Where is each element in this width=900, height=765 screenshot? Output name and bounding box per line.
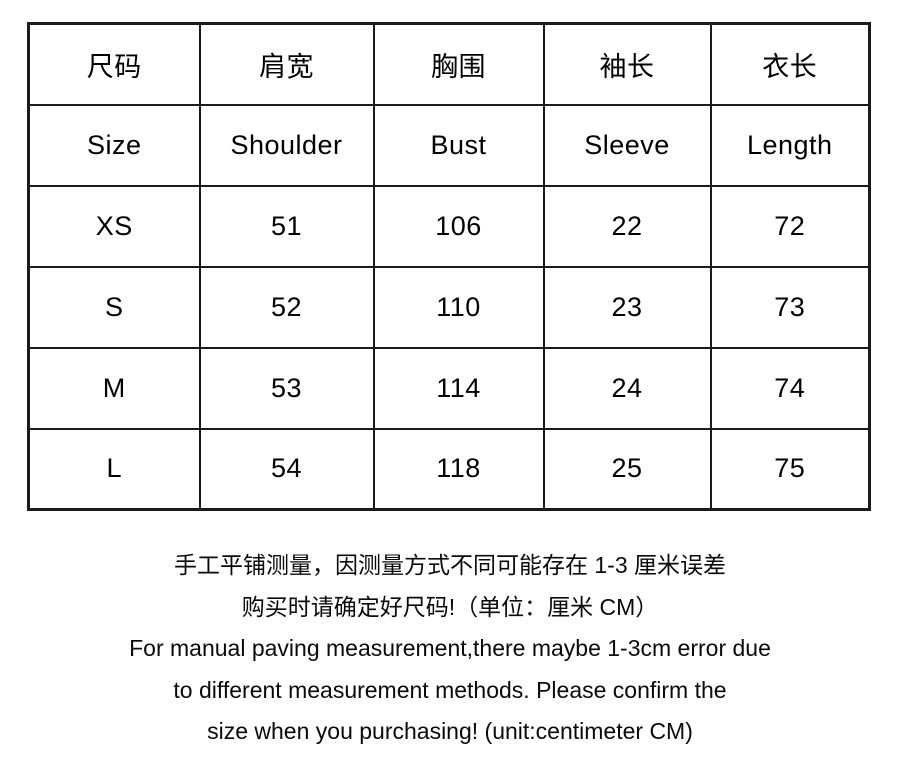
header-shoulder-zh: 肩宽 [198,22,375,106]
header-bust-zh: 胸围 [372,22,545,106]
disclaimer-line-zh-1: 手工平铺测量，因测量方式不同可能存在 1-3 厘米误差 [173,552,727,578]
size-chart-table: 尺码 肩宽 胸围 袖长 衣长 Size Shoulder Bust Sleeve… [27,22,871,511]
cell-size: L [27,427,201,511]
cell-shoulder: 54 [198,427,375,511]
cell-length: 75 [709,427,871,511]
header-length-en: Length [709,103,871,187]
header-shoulder-en: Shoulder [198,103,375,187]
disclaimer-line-zh-2: 购买时请确定好尺码!（单位：厘米 CM） [241,593,659,620]
header-length-zh: 衣长 [709,22,871,106]
header-size-zh: 尺码 [27,22,201,106]
cell-length: 73 [709,265,871,349]
header-size-en: Size [27,103,201,187]
measurement-disclaimer: 手工平铺测量，因测量方式不同可能存在 1-3 厘米误差 购买时请确定好尺码!（单… [0,545,900,753]
disclaimer-line-en-2: to different measurement methods. Please… [173,676,727,703]
cell-bust: 110 [372,265,545,349]
table-row-s: S 52 110 23 73 [27,265,871,349]
table-row-xs: XS 51 106 22 72 [27,184,871,268]
disclaimer-line-en-1: For manual paving measurement,there mayb… [129,635,771,661]
table-row-m: M 53 114 24 74 [27,346,871,430]
cell-size: S [27,265,201,349]
cell-sleeve: 24 [542,346,712,430]
disclaimer-line-en-3: size when you purchasing! (unit:centimet… [207,718,693,744]
header-row-chinese: 尺码 肩宽 胸围 袖长 衣长 [27,22,871,106]
cell-sleeve: 22 [542,184,712,268]
cell-size: XS [27,184,201,268]
cell-size: M [27,346,201,430]
cell-bust: 118 [372,427,545,511]
cell-length: 72 [709,184,871,268]
cell-shoulder: 51 [198,184,375,268]
cell-sleeve: 23 [542,265,712,349]
header-row-english: Size Shoulder Bust Sleeve Length [27,103,871,187]
table-row-l: L 54 118 25 75 [27,427,871,511]
header-sleeve-en: Sleeve [542,103,712,187]
cell-length: 74 [709,346,871,430]
cell-shoulder: 52 [198,265,375,349]
cell-bust: 106 [372,184,545,268]
cell-shoulder: 53 [198,346,375,430]
cell-sleeve: 25 [542,427,712,511]
header-sleeve-zh: 袖长 [542,22,712,106]
cell-bust: 114 [372,346,545,430]
header-bust-en: Bust [372,103,545,187]
